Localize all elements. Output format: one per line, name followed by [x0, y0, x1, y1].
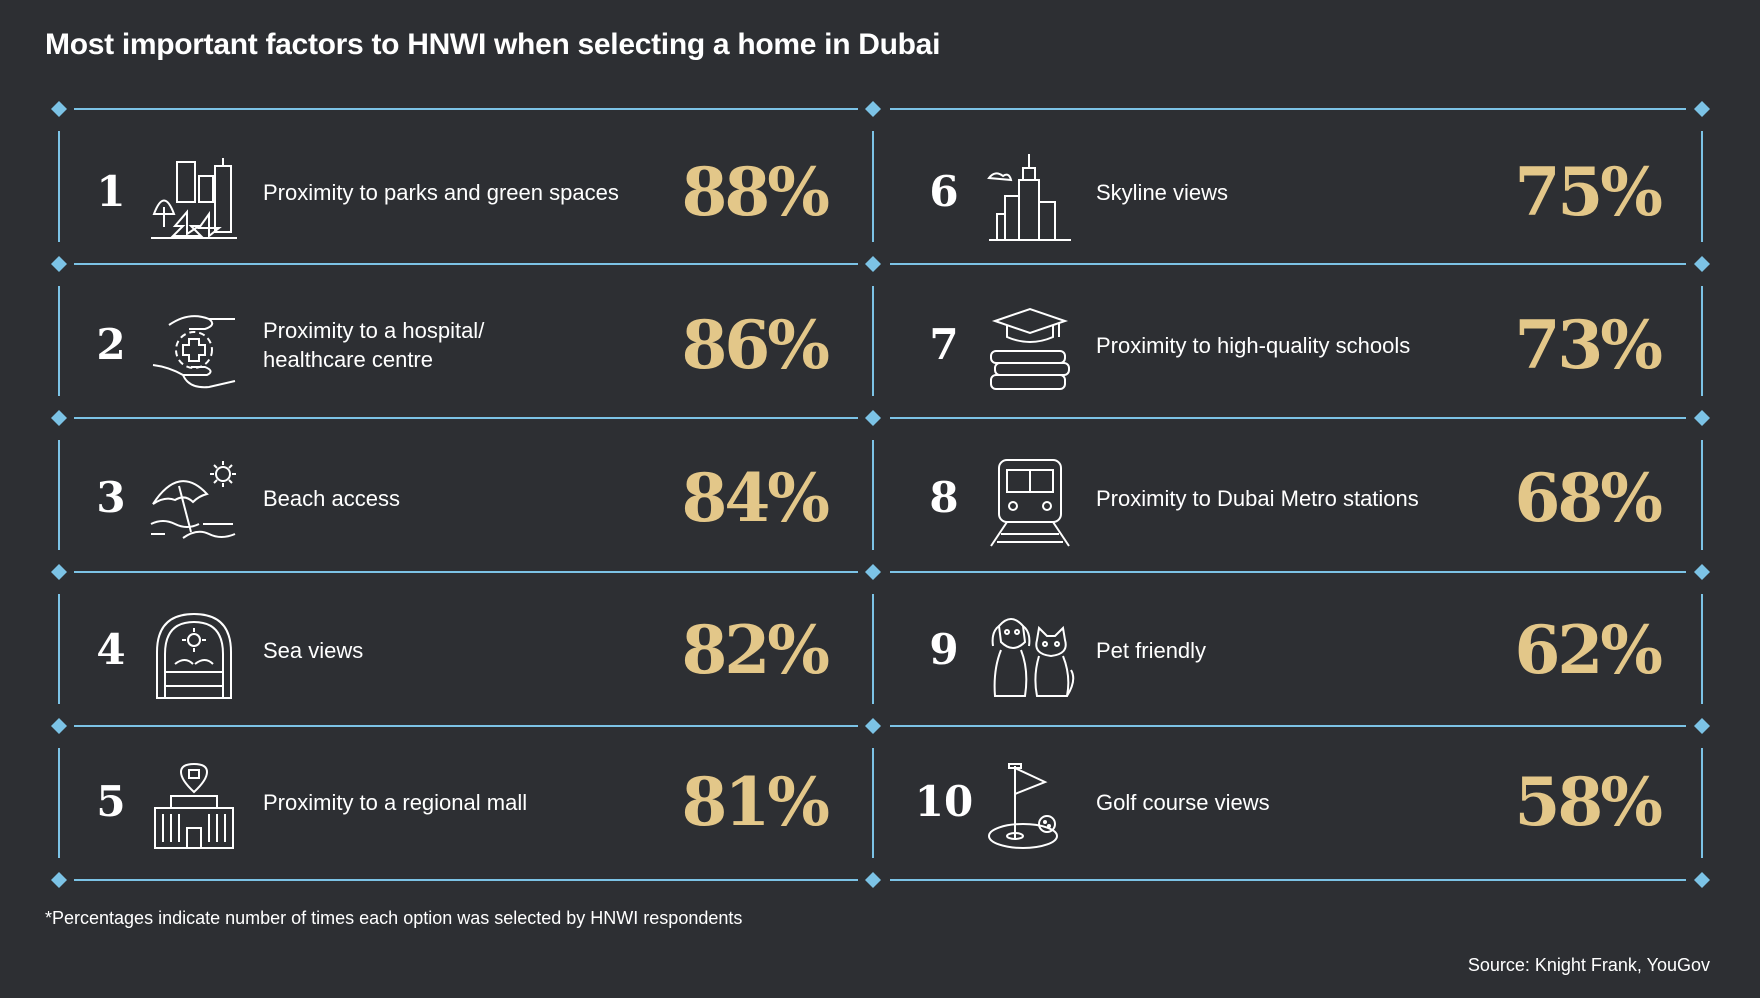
factor-percent: 86%: [681, 306, 830, 384]
factor-label: Proximity to Dubai Metro stations: [1096, 485, 1419, 511]
skyline-icon: [985, 152, 1075, 242]
grid-diamond-marker: [865, 564, 881, 580]
grid-diamond-marker: [1694, 256, 1710, 272]
factor-rank: 9: [929, 625, 959, 674]
mall-building-icon: [149, 762, 239, 852]
factor-percent: 84%: [681, 459, 830, 537]
grid-diamond-marker: [865, 410, 881, 426]
factor-percent: 81%: [681, 763, 830, 841]
factor-rank: 10: [914, 777, 974, 826]
grid-diamond-marker: [1694, 410, 1710, 426]
metro-train-icon: [985, 458, 1075, 548]
grid-diamond-marker: [865, 718, 881, 734]
factor-label: Beach access: [263, 485, 400, 511]
factor-item: 5 Proximity to a regional mall 81%: [57, 737, 867, 867]
factor-label: Proximity to a regional mall: [263, 789, 528, 815]
footnote: *Percentages indicate number of times ea…: [45, 908, 743, 928]
factor-rank: 4: [96, 625, 126, 674]
dog-cat-icon: [985, 610, 1075, 700]
factor-percent: 75%: [1514, 153, 1663, 231]
factor-rank: 2: [96, 320, 126, 369]
grid-diamond-marker: [865, 872, 881, 888]
factor-item: 10 Golf course views 58%: [890, 737, 1700, 867]
grid-diamond-marker: [865, 101, 881, 117]
grid-diamond-marker: [51, 564, 67, 580]
hands-medical-cross-icon: [149, 305, 239, 395]
page-title: Most important factors to HNWI when sele…: [45, 28, 941, 61]
golf-flag-icon: [985, 762, 1075, 852]
factor-rank: 5: [96, 777, 126, 826]
factor-label: Proximity to a hospital/ healthcare cent…: [263, 318, 485, 372]
factor-item: 8 Proximity to Dubai Metro stations 68%: [890, 433, 1700, 563]
grid-diamond-marker: [1694, 872, 1710, 888]
factor-label: Golf course views: [1096, 789, 1270, 815]
grid-diamond-marker: [51, 718, 67, 734]
grid-diamond-marker: [51, 410, 67, 426]
factor-label: Proximity to high-quality schools: [1096, 332, 1411, 358]
factor-item: 2 Proximity to a hospital/ healthcare ce…: [57, 280, 867, 410]
factor-item: 7 Proximity to high-quality schools 73%: [890, 280, 1700, 410]
factor-percent: 73%: [1514, 306, 1663, 384]
arched-window-sea-icon: [149, 610, 239, 700]
factor-label: Pet friendly: [1096, 637, 1207, 663]
grid-diamond-marker: [51, 256, 67, 272]
factor-item: 6 Skyline views 75%: [890, 127, 1700, 257]
factor-rank: 6: [929, 167, 959, 216]
factor-item: 9 Pet friendly 62%: [890, 585, 1700, 715]
grid-diamond-marker: [51, 101, 67, 117]
factor-item: 3 Beach access 84%: [57, 433, 867, 563]
factor-rank: 7: [929, 320, 959, 369]
factor-item: 4 Sea views 82%: [57, 585, 867, 715]
factor-label: Sea views: [263, 637, 364, 663]
grid-diamond-marker: [51, 872, 67, 888]
factor-label: Skyline views: [1096, 179, 1229, 205]
factor-percent: 88%: [681, 153, 830, 231]
factor-label: Proximity to parks and green spaces: [263, 179, 619, 205]
factor-rank: 1: [96, 167, 126, 216]
factor-percent: 82%: [681, 611, 830, 689]
beach-umbrella-icon: [149, 458, 239, 548]
source-credit: Source: Knight Frank, YouGov: [1467, 955, 1710, 975]
grid-diamond-marker: [865, 256, 881, 272]
factor-percent: 58%: [1514, 763, 1663, 841]
factor-percent: 62%: [1514, 611, 1663, 689]
factor-item: 1 Proximity to parks and green spaces 88…: [57, 127, 867, 257]
grid-diamond-marker: [1694, 718, 1710, 734]
factor-percent: 68%: [1514, 459, 1663, 537]
city-trees-icon: [149, 152, 239, 242]
factor-rank: 3: [96, 473, 126, 522]
graduation-books-icon: [985, 305, 1075, 395]
factor-rank: 8: [929, 473, 959, 522]
grid-diamond-marker: [1694, 101, 1710, 117]
grid-diamond-marker: [1694, 564, 1710, 580]
